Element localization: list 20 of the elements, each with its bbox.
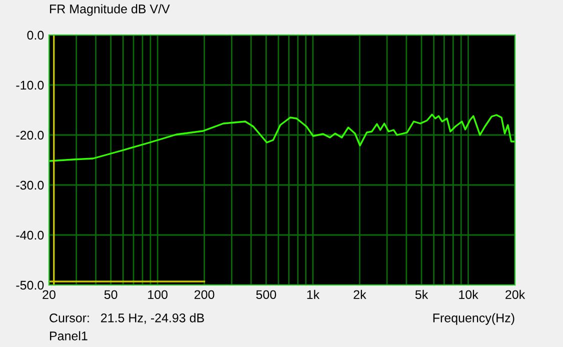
x-tick-label: 100	[148, 290, 168, 300]
y-tick-label: 0.0	[27, 30, 44, 40]
x-tick-label: 2k	[354, 290, 366, 299]
text: Panel1	[50, 331, 88, 340]
x-tick-label: 10k	[459, 290, 478, 300]
x-axis-title: Frequency(Hz)	[433, 313, 514, 325]
x-tick-label: 50	[104, 290, 118, 300]
y-tick-label: -50.0	[16, 280, 44, 290]
chart-title: FR Magnitude dB V/V	[50, 4, 170, 16]
text: Cursor: 21.5 Hz, -24.93 dB	[50, 313, 204, 324]
y-tick-label: -20.0	[16, 130, 44, 140]
x-tick-label: 200	[194, 290, 214, 300]
x-tick-label: 20	[42, 290, 56, 300]
x-tick-label: 1k	[307, 290, 320, 299]
x-tick-label: 5k	[415, 290, 428, 300]
x-tick-label: 20k	[506, 290, 526, 300]
y-tick-label: -10.0	[16, 80, 44, 90]
y-tick-label: -40.0	[16, 230, 44, 240]
y-tick-label: -30.0	[16, 180, 44, 190]
x-tick-label: 500	[256, 290, 276, 300]
